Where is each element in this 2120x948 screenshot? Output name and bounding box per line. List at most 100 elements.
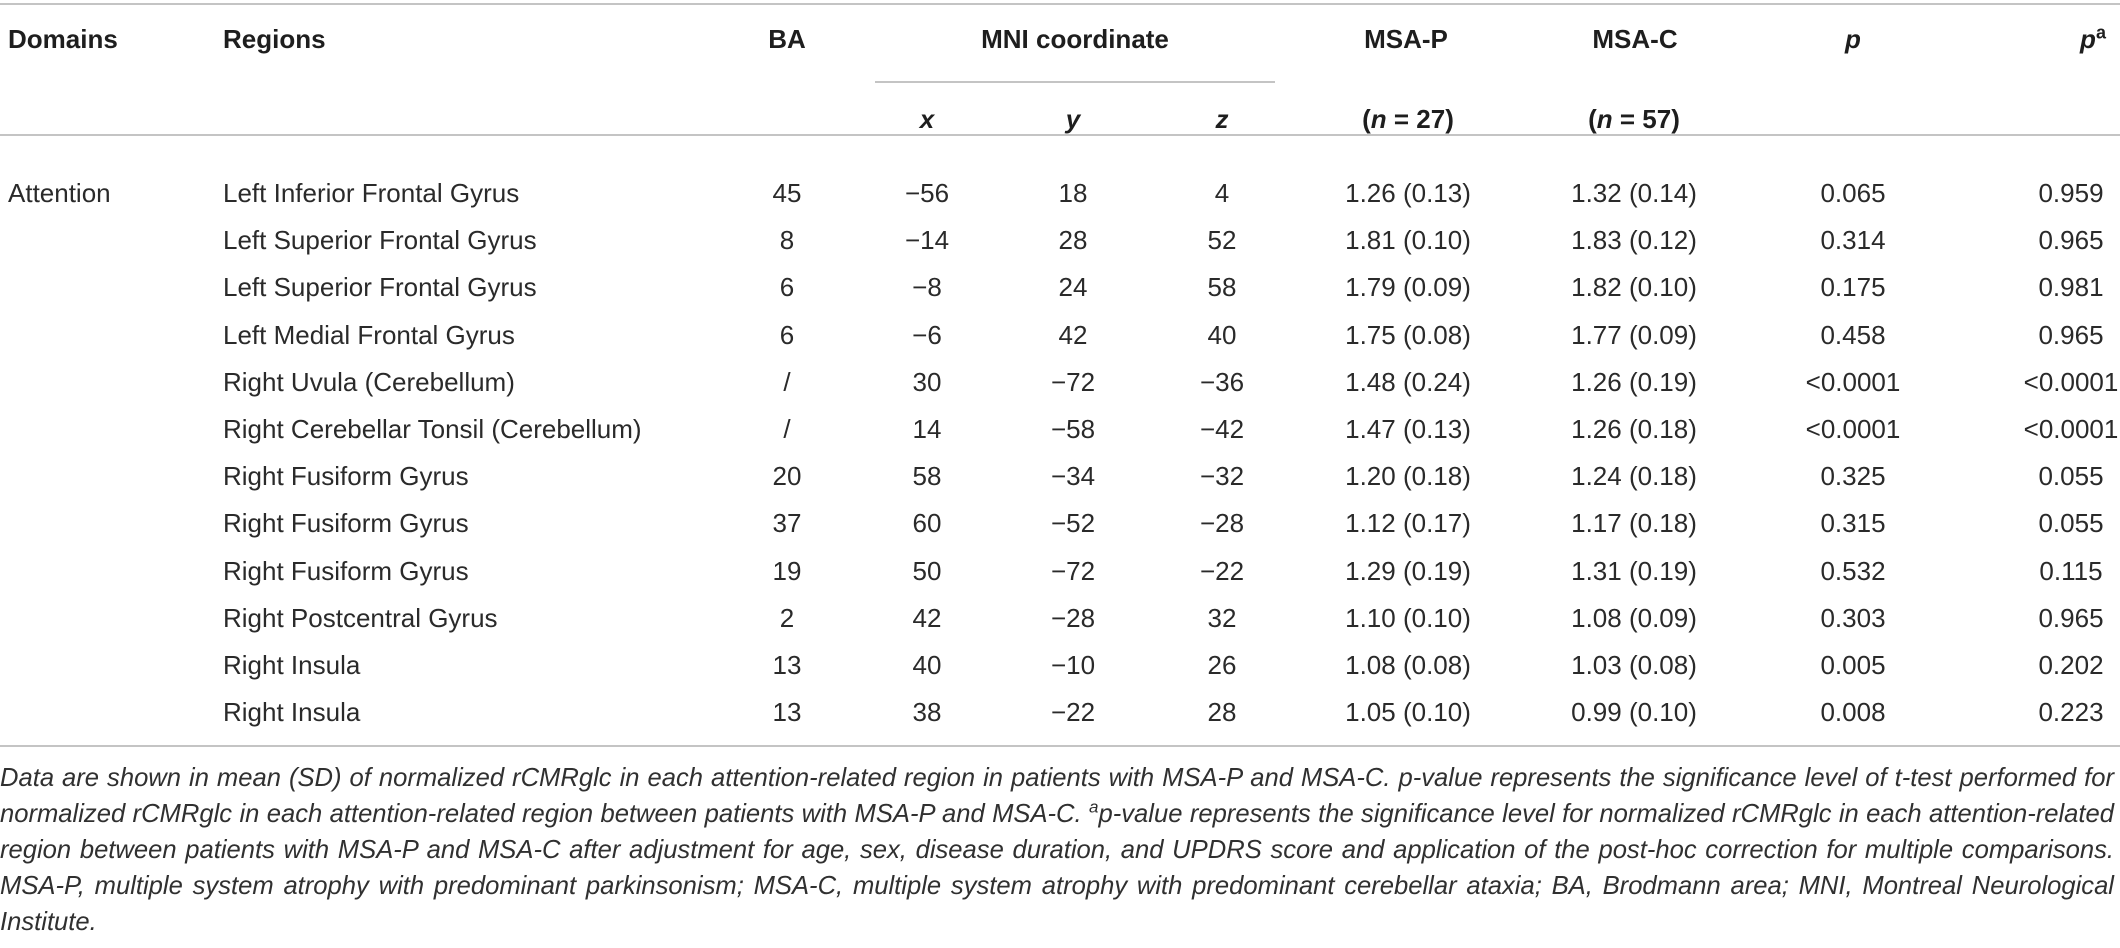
cell-ba: 45 [772, 178, 802, 208]
cell-msa-c: 1.82 (0.10) [1571, 272, 1697, 303]
header-msa-c: MSA-C [1592, 24, 1678, 54]
header-msa-p: MSA-P [1364, 24, 1448, 54]
cell-y: 42 [1058, 319, 1088, 350]
cell-p-adjusted: 0.055 [2038, 461, 2104, 492]
cell-x: −56 [904, 178, 950, 208]
cell-x: 30 [912, 366, 942, 397]
cell-z: 52 [1207, 225, 1237, 256]
cell-ba: 6 [779, 272, 795, 303]
cell-msa-c: 1.24 (0.18) [1571, 461, 1697, 492]
cell-x: 38 [912, 697, 942, 728]
cell-msa-p: 1.05 (0.10) [1345, 697, 1471, 728]
cell-x: −14 [904, 225, 950, 256]
cell-msa-p: 1.75 (0.08) [1345, 319, 1471, 350]
cell-x: 40 [912, 650, 942, 680]
cell-msa-p: 1.79 (0.09) [1345, 272, 1471, 303]
cell-p: 0.532 [1820, 555, 1886, 586]
table-caption: Data are shown in mean (SD) of normalize… [0, 764, 2114, 936]
cell-region: Left Medial Frontal Gyrus [223, 319, 515, 350]
cell-msa-p: 1.48 (0.24) [1345, 366, 1471, 397]
cell-x: 42 [912, 602, 942, 633]
cell-p: 0.065 [1820, 178, 1886, 208]
cell-y: −10 [1050, 650, 1096, 680]
cell-msa-c: 1.26 (0.19) [1571, 366, 1697, 397]
header-regions: Regions [223, 24, 326, 54]
cell-ba: 8 [779, 225, 795, 256]
cell-msa-p: 1.29 (0.19) [1345, 555, 1471, 586]
cell-y: 18 [1058, 178, 1088, 208]
cell-y: −72 [1050, 366, 1096, 397]
cell-msa-c: 0.99 (0.10) [1571, 697, 1697, 728]
cell-y: −52 [1050, 508, 1096, 539]
cell-y: −22 [1050, 697, 1096, 728]
cell-y: −72 [1050, 555, 1096, 586]
cell-y: 28 [1058, 225, 1088, 256]
cell-region: Left Superior Frontal Gyrus [223, 272, 537, 303]
cell-msa-c: 1.03 (0.08) [1571, 650, 1697, 680]
header-z: z [1215, 104, 1229, 134]
cell-region: Right Insula [223, 697, 361, 728]
cell-x: −6 [912, 319, 942, 350]
cell-p: <0.0001 [1805, 366, 1901, 397]
table-header-rule [0, 134, 2120, 136]
cell-region: Right Fusiform Gyrus [223, 508, 469, 539]
cell-p: 0.315 [1820, 508, 1886, 539]
cell-p: 0.458 [1820, 319, 1886, 350]
cell-z: 32 [1207, 602, 1237, 633]
cell-p: 0.175 [1820, 272, 1886, 303]
cell-p-adjusted: <0.0001 [2023, 366, 2119, 397]
cell-x: 50 [912, 555, 942, 586]
header-domains: Domains [8, 24, 118, 54]
cell-y: 24 [1058, 272, 1088, 303]
cell-p: 0.314 [1820, 225, 1886, 256]
cell-p: <0.0001 [1805, 414, 1901, 444]
cell-z: −42 [1199, 414, 1245, 444]
table-bottom-rule [0, 745, 2120, 747]
cell-x: −8 [912, 272, 942, 303]
cell-z: 40 [1207, 319, 1237, 350]
cell-msa-p: 1.08 (0.08) [1345, 650, 1471, 680]
header-ba: BA [768, 24, 806, 54]
cell-ba: 20 [772, 461, 802, 492]
cell-region: Right Fusiform Gyrus [223, 461, 469, 492]
cell-y: −34 [1050, 461, 1096, 492]
cell-z: −32 [1199, 461, 1245, 492]
cell-ba: 37 [772, 508, 802, 539]
header-mni-coordinate: MNI coordinate [981, 24, 1169, 54]
cell-p-adjusted: 0.202 [2038, 650, 2104, 680]
cell-msa-c: 1.08 (0.09) [1571, 602, 1697, 633]
cell-x: 58 [912, 461, 942, 492]
cell-z: 26 [1207, 650, 1237, 680]
cell-p-adjusted: 0.959 [2038, 178, 2104, 208]
cell-region: Right Insula [223, 650, 361, 680]
cell-region: Right Postcentral Gyrus [223, 602, 498, 633]
cell-p-adjusted: 0.965 [2038, 319, 2104, 350]
domain-label: Attention [8, 178, 111, 208]
cell-x: 14 [912, 414, 942, 444]
cell-p-adjusted: 0.223 [2038, 697, 2104, 728]
cell-region: Left Inferior Frontal Gyrus [223, 178, 520, 208]
cell-msa-p: 1.20 (0.18) [1345, 461, 1471, 492]
table-top-rule [0, 3, 2120, 5]
cell-p-adjusted: <0.0001 [2023, 414, 2119, 444]
cell-ba: 13 [772, 697, 802, 728]
cell-p-adjusted: 0.055 [2038, 508, 2104, 539]
cell-msa-c: 1.83 (0.12) [1571, 225, 1697, 256]
header-p-adjusted: pa [2080, 22, 2106, 54]
cell-ba: 13 [772, 650, 802, 680]
cell-z: 4 [1214, 178, 1230, 208]
cell-msa-c: 1.17 (0.18) [1571, 508, 1697, 539]
header-p: p [1845, 24, 1861, 54]
cell-msa-p: 1.47 (0.13) [1345, 414, 1471, 444]
cell-y: −28 [1050, 602, 1096, 633]
cell-p-adjusted: 0.965 [2038, 225, 2104, 256]
cell-y: −58 [1050, 414, 1096, 444]
cell-z: −28 [1199, 508, 1245, 539]
cell-msa-c: 1.32 (0.14) [1571, 178, 1697, 208]
cell-msa-p: 1.81 (0.10) [1345, 225, 1471, 256]
cell-z: 58 [1207, 272, 1237, 303]
header-n-msa-p: (n = 27) [1362, 104, 1454, 134]
cell-ba: / [783, 366, 791, 397]
cell-x: 60 [912, 508, 942, 539]
cell-p-adjusted: 0.981 [2038, 272, 2104, 303]
